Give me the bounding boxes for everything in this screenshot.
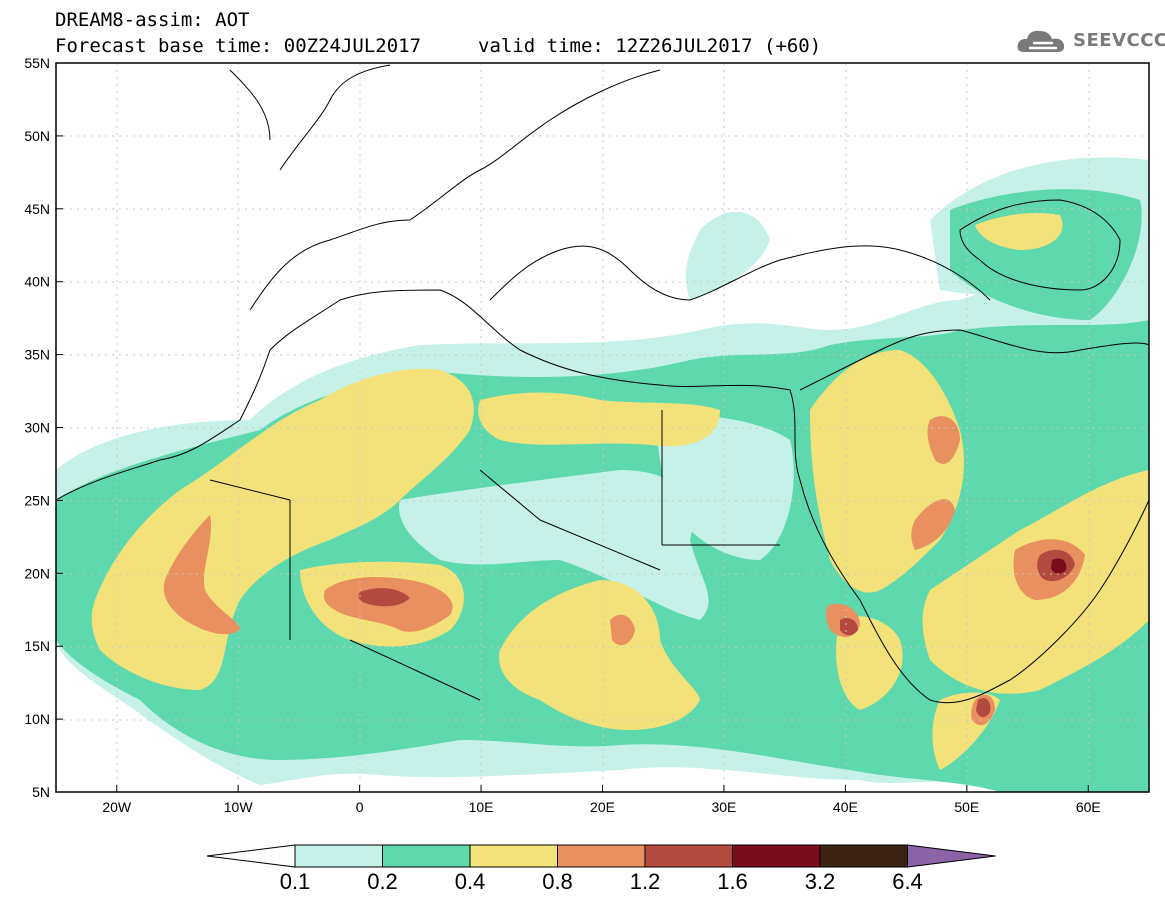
lon-label: 40E — [833, 799, 858, 815]
coastlines — [56, 64, 1149, 704]
colorbar-box — [469, 844, 558, 868]
map-title: DREAM8-assim: AOT — [55, 9, 250, 31]
lon-label: 50E — [954, 799, 979, 815]
lon-label: 60E — [1076, 799, 1101, 815]
lon-label: 10E — [469, 799, 494, 815]
colorbar-low-triangle — [206, 844, 296, 868]
lon-label: 20W — [102, 799, 132, 815]
colorbar-label: 0.8 — [542, 869, 573, 894]
colorbar-label: 1.6 — [717, 869, 748, 894]
latitude-labels: 55N 50N 45N 40N 35N 30N 25N 20N 15N 10N 5N — [24, 55, 63, 800]
lon-label: 10W — [224, 799, 254, 815]
forecast-base-time: Forecast base time: 00Z24JUL2017 — [55, 35, 422, 57]
colorbar-label: 3.2 — [804, 869, 836, 894]
lon-label: 30E — [711, 799, 736, 815]
colorbar-label: 0.2 — [367, 869, 398, 894]
seevccc-logo: SEEVCCC — [1016, 24, 1165, 58]
longitude-labels: 20W 10W 0 10E 20E 30E 40E 50E 60E — [102, 785, 1101, 815]
lat-label: 45N — [24, 201, 50, 217]
lat-label: 50N — [24, 128, 50, 144]
aot-field — [56, 157, 1149, 792]
colorbar-label: 0.1 — [279, 869, 311, 894]
lat-label: 15N — [24, 638, 50, 654]
lat-label: 40N — [24, 274, 50, 290]
colorbar-label: 0.4 — [454, 869, 486, 894]
colorbar-box — [732, 844, 821, 868]
colorbar-label: 6.4 — [892, 869, 923, 894]
logo-text: SEEVCCC — [1073, 30, 1165, 51]
cloud-icon — [1017, 30, 1065, 52]
lat-label: 35N — [24, 347, 50, 363]
graticule — [56, 63, 1149, 792]
lat-label: 25N — [24, 492, 50, 508]
lon-label: 20E — [590, 799, 615, 815]
colorbar-label: 1.2 — [629, 869, 661, 894]
colorbar-box — [644, 844, 733, 868]
colorbar-box — [557, 844, 646, 868]
colorbar-box — [294, 844, 383, 868]
lat-label: 20N — [24, 565, 50, 581]
lat-label: 5N — [32, 784, 50, 800]
lat-label: 55N — [24, 55, 50, 71]
colorbar-high-triangle — [907, 844, 996, 868]
valid-time: valid time: 12Z26JUL2017 (+60) — [478, 35, 822, 57]
colorbar-box — [382, 844, 471, 868]
colorbar-box — [819, 844, 908, 868]
lat-label: 30N — [24, 420, 50, 436]
lat-label: 10N — [24, 711, 50, 727]
colorbar — [206, 844, 996, 868]
lon-label: 0 — [356, 799, 364, 815]
